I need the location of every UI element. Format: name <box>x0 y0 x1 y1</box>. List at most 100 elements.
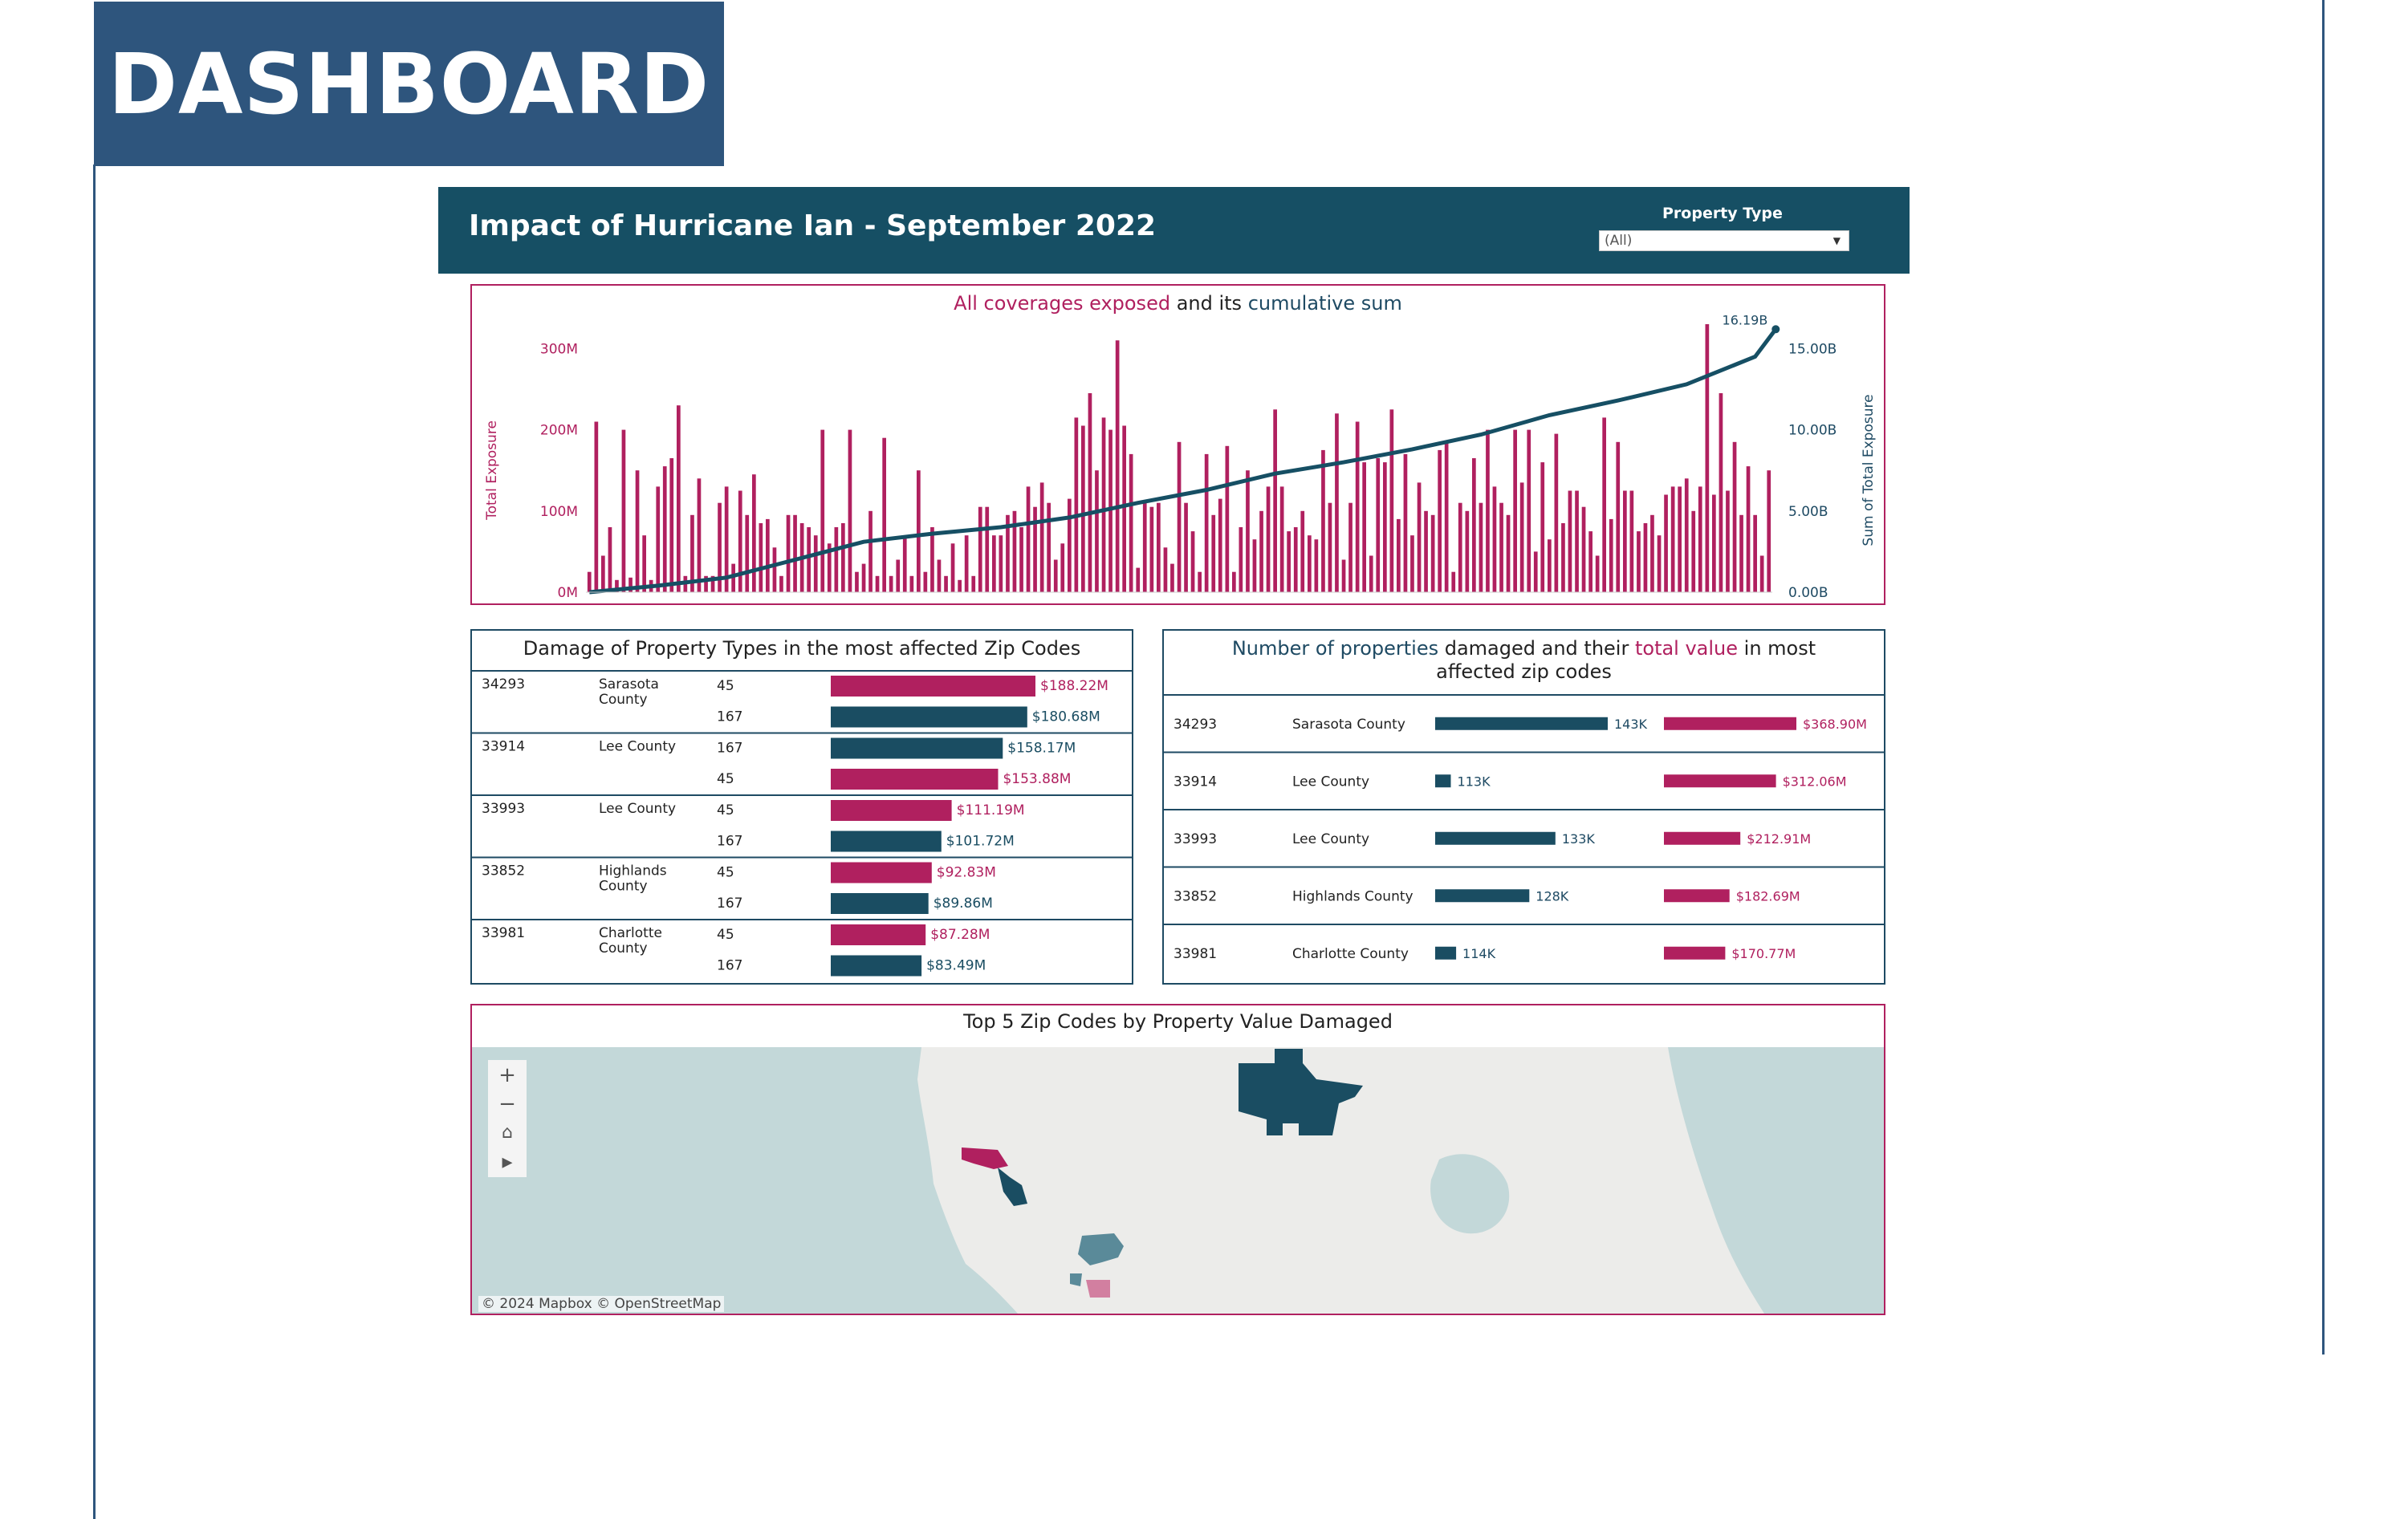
exposure-bar <box>855 571 859 592</box>
lake-okeechobee <box>1430 1154 1510 1234</box>
map-title: Top 5 Zip Codes by Property Value Damage… <box>963 1010 1393 1033</box>
zip-label: 33852 <box>482 863 525 879</box>
property-type-label: 45 <box>717 771 734 787</box>
exposure-bar <box>1609 518 1613 592</box>
county-label: County <box>599 692 648 708</box>
num-properties-chart[interactable]: 34293 Sarasota County 143K $368.90M 33914 Lee… <box>1164 631 1884 983</box>
title-part-exposed: All coverages exposed <box>954 292 1171 315</box>
exposure-bar <box>1108 429 1112 592</box>
damage-bar <box>831 924 926 945</box>
exposure-bar <box>793 514 797 592</box>
y2-axis-label: Sum of Total Exposure <box>1861 394 1877 546</box>
exposure-bar <box>1232 571 1236 592</box>
exposure-bar <box>1561 523 1565 592</box>
home-icon[interactable]: ⌂ <box>488 1118 527 1148</box>
exposure-bar <box>1472 458 1476 592</box>
count-bar <box>1435 831 1556 845</box>
damage-value-label: $87.28M <box>930 927 990 943</box>
exposure-bar <box>1568 490 1572 592</box>
cumulative-line <box>589 327 1778 595</box>
exposure-bar <box>834 527 839 592</box>
zoom-in-button[interactable]: + <box>488 1060 527 1091</box>
exposure-bar <box>1616 441 1621 592</box>
exposure-bar <box>704 575 708 592</box>
exposure-bar <box>1157 502 1161 592</box>
exposure-bar <box>1451 571 1456 592</box>
exposure-bar <box>1540 462 1545 592</box>
exposure-bar <box>807 527 811 592</box>
viz-header: Impact of Hurricane Ian - September 2022… <box>438 187 1910 274</box>
value-bar <box>1664 946 1726 960</box>
cumulative-end-label: 16.19B <box>1723 312 1768 327</box>
exposure-bar <box>868 510 872 592</box>
exposure-bar <box>1389 409 1394 592</box>
exposure-bar <box>1225 445 1230 592</box>
exposure-bar <box>1650 514 1654 592</box>
exposure-bar <box>964 535 969 592</box>
value-label: $170.77M <box>1731 946 1796 961</box>
damage-value-label: $180.68M <box>1032 709 1100 725</box>
exposure-bar <box>999 535 1003 592</box>
exposure-bar <box>656 486 661 592</box>
exposure-bar <box>1293 527 1298 592</box>
exposure-bar <box>690 514 694 592</box>
exposure-bar <box>1664 494 1668 592</box>
exposure-bar <box>882 437 886 592</box>
left-border-line <box>93 164 96 1519</box>
exposure-bar <box>635 470 640 592</box>
region-sarasota-34293 <box>962 1147 1008 1169</box>
dashboard-banner: DASHBOARD <box>94 2 724 166</box>
title-part-value: total value <box>1634 637 1739 660</box>
exposure-bar <box>752 474 756 592</box>
y-tick-label: 0M <box>558 585 578 601</box>
value-label: $312.06M <box>1783 774 1847 789</box>
exposure-bar <box>759 523 763 592</box>
exposure-bar <box>1142 502 1147 592</box>
county-label: Sarasota <box>599 676 659 692</box>
exposure-bar <box>786 514 791 592</box>
exposure-bar <box>621 429 626 592</box>
exposure-bar <box>923 571 928 592</box>
exposure-bar <box>1047 502 1051 592</box>
exposure-bar <box>1383 462 1387 592</box>
exposure-bar <box>1273 409 1277 592</box>
title-part-damaged: damaged and their <box>1438 637 1635 660</box>
exposure-bar <box>642 535 646 592</box>
florida-map[interactable] <box>472 1047 1884 1314</box>
y2-tick-label: 15.00B <box>1788 341 1837 357</box>
exposure-bar <box>718 502 722 592</box>
zoom-out-button[interactable]: − <box>488 1089 527 1119</box>
property-type-dropdown[interactable]: (All) ▼ <box>1599 230 1849 251</box>
exposure-bar <box>1006 514 1010 592</box>
exposure-bar <box>669 458 674 592</box>
exposure-bar <box>971 575 976 592</box>
exposure-bar <box>1053 559 1058 592</box>
exposure-bar <box>1259 510 1263 592</box>
y2-tick-label: 0.00B <box>1788 585 1828 601</box>
cumulative-end-point <box>1771 325 1780 334</box>
value-bar <box>1664 774 1776 788</box>
exposure-bar <box>1129 453 1133 592</box>
property-type-label: 45 <box>717 678 734 694</box>
exposure-bar <box>1300 510 1305 592</box>
florida-land <box>917 1047 1764 1314</box>
exposure-bar <box>889 575 893 592</box>
exposure-bar <box>1074 417 1079 592</box>
damage-value-label: $153.88M <box>1003 771 1071 787</box>
exposure-chart[interactable]: 0M 100M 200M 300M 0.00B 5.00B 10.00B 15.00B Tota… <box>472 286 1884 603</box>
exposure-bar <box>608 527 612 592</box>
exposure-bar <box>992 535 996 592</box>
property-type-label: 167 <box>717 741 742 757</box>
exposure-bar <box>1355 421 1360 592</box>
zip-label: 33914 <box>1173 774 1217 790</box>
exposure-bar <box>1424 510 1428 592</box>
zip-label: 34293 <box>482 676 525 692</box>
exposure-bar <box>1321 449 1325 592</box>
exposure-bar <box>1369 555 1373 592</box>
county-label: Lee County <box>599 801 676 817</box>
county-label: Charlotte County <box>1292 946 1409 962</box>
play-icon[interactable]: ▸ <box>488 1147 527 1177</box>
exposure-bar <box>1163 547 1168 592</box>
county-label: Lee County <box>599 739 676 755</box>
